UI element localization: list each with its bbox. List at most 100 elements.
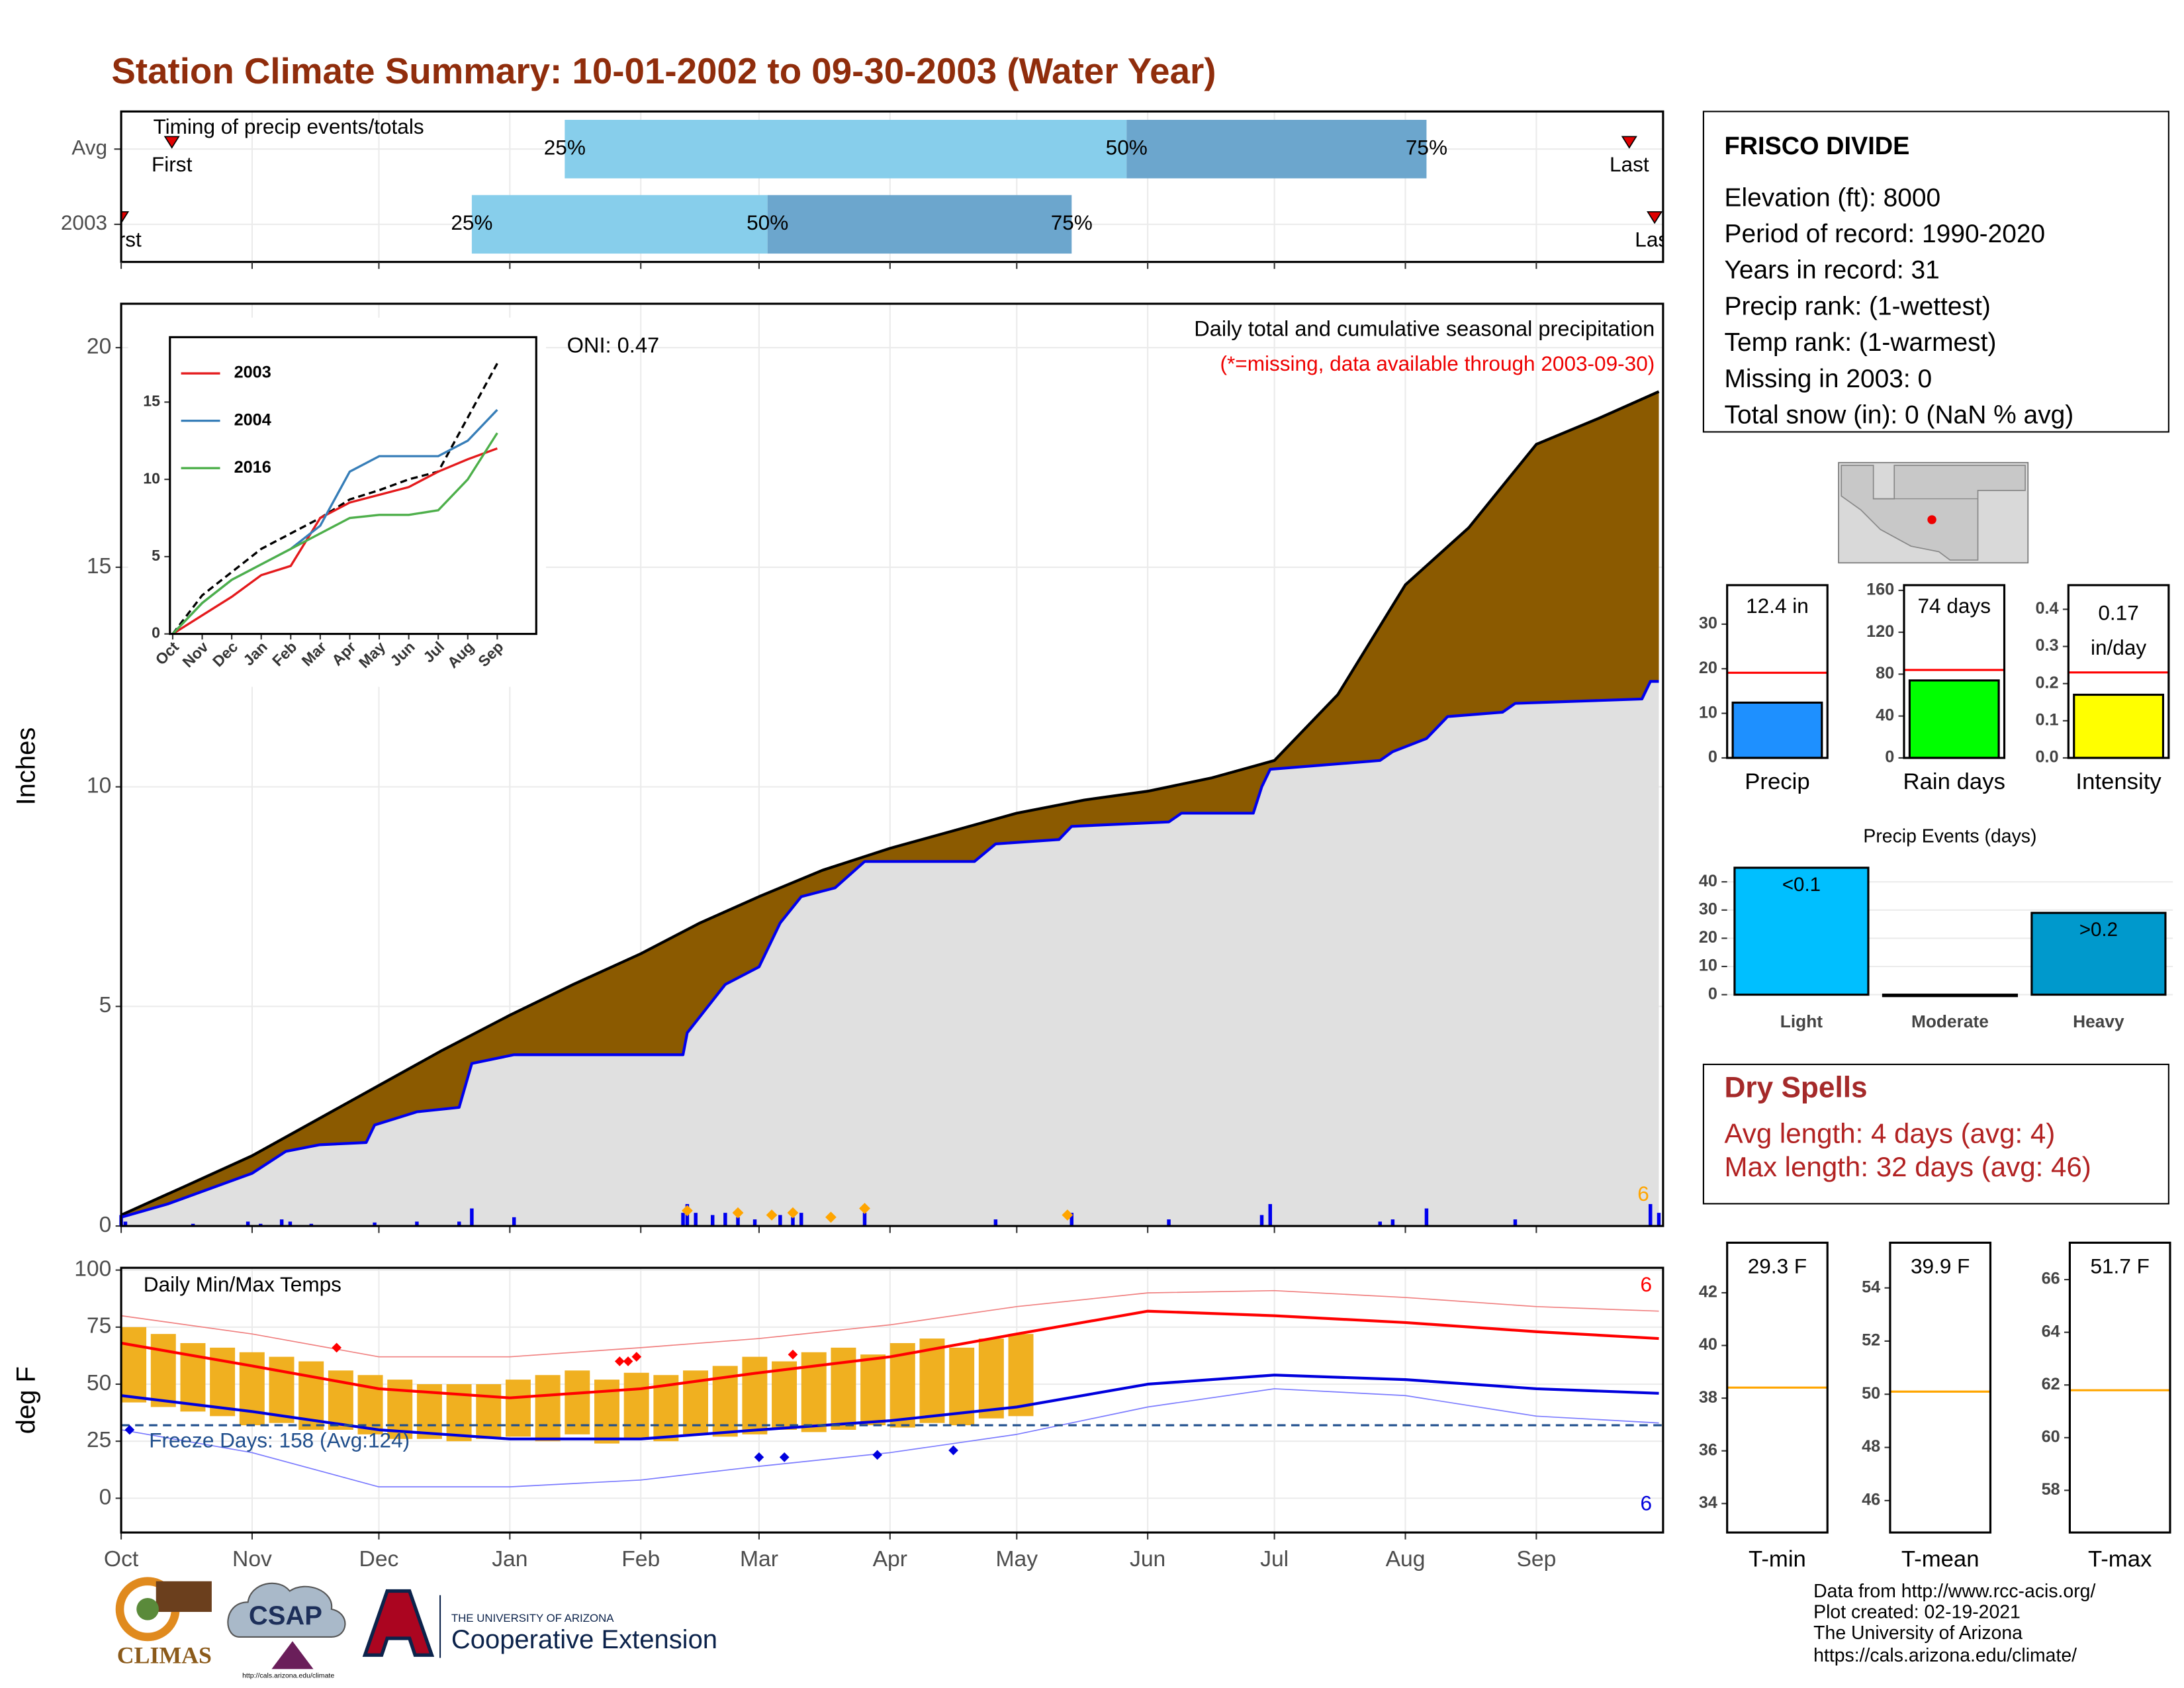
y-axis-label: Inches	[12, 727, 41, 806]
daily-bar	[723, 1213, 727, 1227]
x-tick-label: Nov	[232, 1547, 272, 1571]
daily-bar	[279, 1219, 284, 1227]
bar-label: <0.1	[1782, 874, 1821, 896]
record-marker	[631, 1352, 642, 1362]
logo-text: CLIMAS	[117, 1642, 212, 1669]
quantile-bar	[565, 120, 1127, 179]
bar	[1733, 867, 1870, 996]
quantile-label: 25%	[544, 136, 586, 160]
bar	[2030, 912, 2167, 996]
daily-bar	[373, 1222, 377, 1227]
daily-bar	[1268, 1203, 1273, 1227]
plot-frame	[2067, 584, 2170, 759]
y-tick-label: 30	[1699, 614, 1717, 633]
value-label: 39.9 F	[1911, 1254, 1970, 1278]
y-tick-label: 10	[143, 469, 160, 487]
record-count: 6	[1640, 1491, 1652, 1515]
y-tick-label: 58	[2042, 1480, 2060, 1499]
credit-line: The University of Arizona	[1813, 1622, 2023, 1644]
event-label: Last	[1610, 152, 1649, 176]
logo-mountain	[271, 1641, 314, 1669]
bar	[1882, 994, 2019, 998]
gauge-label: T-mean	[1901, 1546, 1979, 1571]
y-tick-label: 5	[152, 547, 160, 564]
y-tick-label: 64	[2042, 1322, 2060, 1340]
y-tick-label: 25	[87, 1428, 111, 1452]
y-tick-label: 48	[1862, 1437, 1880, 1456]
y-tick-label: 46	[1862, 1491, 1880, 1509]
daily-bar	[993, 1219, 998, 1227]
daily-bar	[1259, 1215, 1264, 1227]
missing-count: 6	[1637, 1182, 1649, 1205]
event-marker	[1621, 136, 1637, 149]
station-line: Period of record: 1990-2020	[1724, 220, 2045, 248]
y-tick-label: 75	[87, 1314, 111, 1338]
credit-line: Data from http://www.rcc-acis.org/	[1813, 1581, 2095, 1602]
inset-plot	[169, 337, 537, 634]
y-tick-label: 0.1	[2035, 710, 2058, 729]
y-tick-label: 38	[1699, 1388, 1717, 1407]
panel-title: Precip Events (days)	[1863, 825, 2036, 847]
x-tick-label: Jun	[1130, 1547, 1165, 1571]
x-tick-label: Feb	[621, 1547, 660, 1571]
climas-logo: CLIMAS	[115, 1577, 212, 1669]
logo-cloud	[227, 1582, 346, 1638]
dry-spells-title: Dry Spells	[1724, 1072, 1867, 1104]
logo-block	[156, 1581, 212, 1613]
y-tick-label: 0	[1708, 748, 1717, 767]
daily-bar	[1390, 1219, 1395, 1227]
y-tick-label: 0	[1708, 984, 1717, 1003]
panel-subtitle: (*=missing, data available through 2003-…	[1220, 352, 1655, 375]
value-label: 12.4 in	[1746, 594, 1809, 618]
y-tick-label: 30	[1699, 900, 1717, 918]
record-marker	[332, 1342, 341, 1353]
y-tick-label: 54	[1862, 1278, 1880, 1296]
temp-bar	[860, 1354, 886, 1426]
area	[121, 681, 1659, 1227]
daily-bar	[191, 1223, 195, 1227]
x-tick-label: May	[995, 1547, 1038, 1571]
daily-bar	[752, 1219, 757, 1227]
gauge-label: T-max	[2088, 1546, 2152, 1571]
page-title: Station Climate Summary: 10-01-2002 to 0…	[111, 50, 1216, 91]
missing-marker	[681, 1205, 693, 1217]
y-tick-label: 50	[87, 1371, 111, 1395]
daily-bar	[309, 1223, 314, 1227]
temp-bar	[1008, 1334, 1034, 1417]
plot-background	[2070, 1243, 2170, 1533]
record-marker	[754, 1452, 764, 1462]
missing-marker	[825, 1211, 837, 1223]
event-marker	[121, 211, 130, 224]
x-tick-label: Sep	[1516, 1547, 1556, 1571]
record-count: 6	[1640, 1272, 1652, 1296]
x-tick-label: Dec	[359, 1547, 399, 1571]
daily-bar	[1657, 1213, 1661, 1227]
temp-bar	[476, 1384, 502, 1439]
record-marker	[788, 1349, 798, 1360]
plot-frame	[120, 110, 1664, 263]
y-tick-label: 5	[99, 993, 112, 1017]
daily-bar	[681, 1213, 685, 1227]
y-tick-label: 40	[1876, 706, 1894, 724]
plot-frame	[120, 303, 1664, 1227]
temp-bar	[978, 1338, 1004, 1419]
quantile-bar	[471, 195, 768, 254]
y-tick-label: 20	[1699, 659, 1717, 677]
panel-title: Timing of precip events/totals	[154, 115, 424, 138]
daily-bar	[288, 1221, 293, 1227]
record-high-line	[120, 1289, 1659, 1358]
dry-spells-box	[1702, 1063, 2169, 1205]
x-tick-label: Heavy	[2073, 1011, 2124, 1031]
gauge-label: Precip	[1745, 769, 1809, 794]
daily-bar	[246, 1221, 250, 1227]
daily-bar	[1648, 1203, 1653, 1227]
x-tick-label: Jan	[492, 1547, 527, 1571]
daily-bar	[791, 1217, 795, 1227]
legend-label: 2004	[234, 410, 271, 429]
cumulative-line	[120, 680, 1659, 1219]
unit-label: in/day	[2091, 635, 2146, 659]
temp-bar	[535, 1375, 561, 1442]
y-tick-label: 0.3	[2035, 636, 2058, 655]
y-tick-label: 20	[1699, 928, 1717, 947]
